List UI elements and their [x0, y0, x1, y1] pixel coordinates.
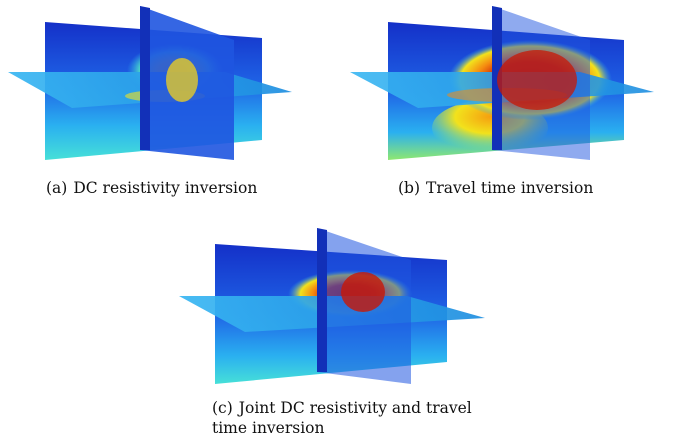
caption-c: (c) Joint DC resistivity and travel time …: [212, 399, 472, 437]
panel-c-figure: [175, 222, 495, 392]
panel-a-figure: [0, 0, 300, 170]
panel-b-figure: [342, 0, 662, 170]
caption-a: (a) DC resistivity inversion: [46, 179, 258, 197]
caption-b: (b) Travel time inversion: [398, 179, 594, 197]
